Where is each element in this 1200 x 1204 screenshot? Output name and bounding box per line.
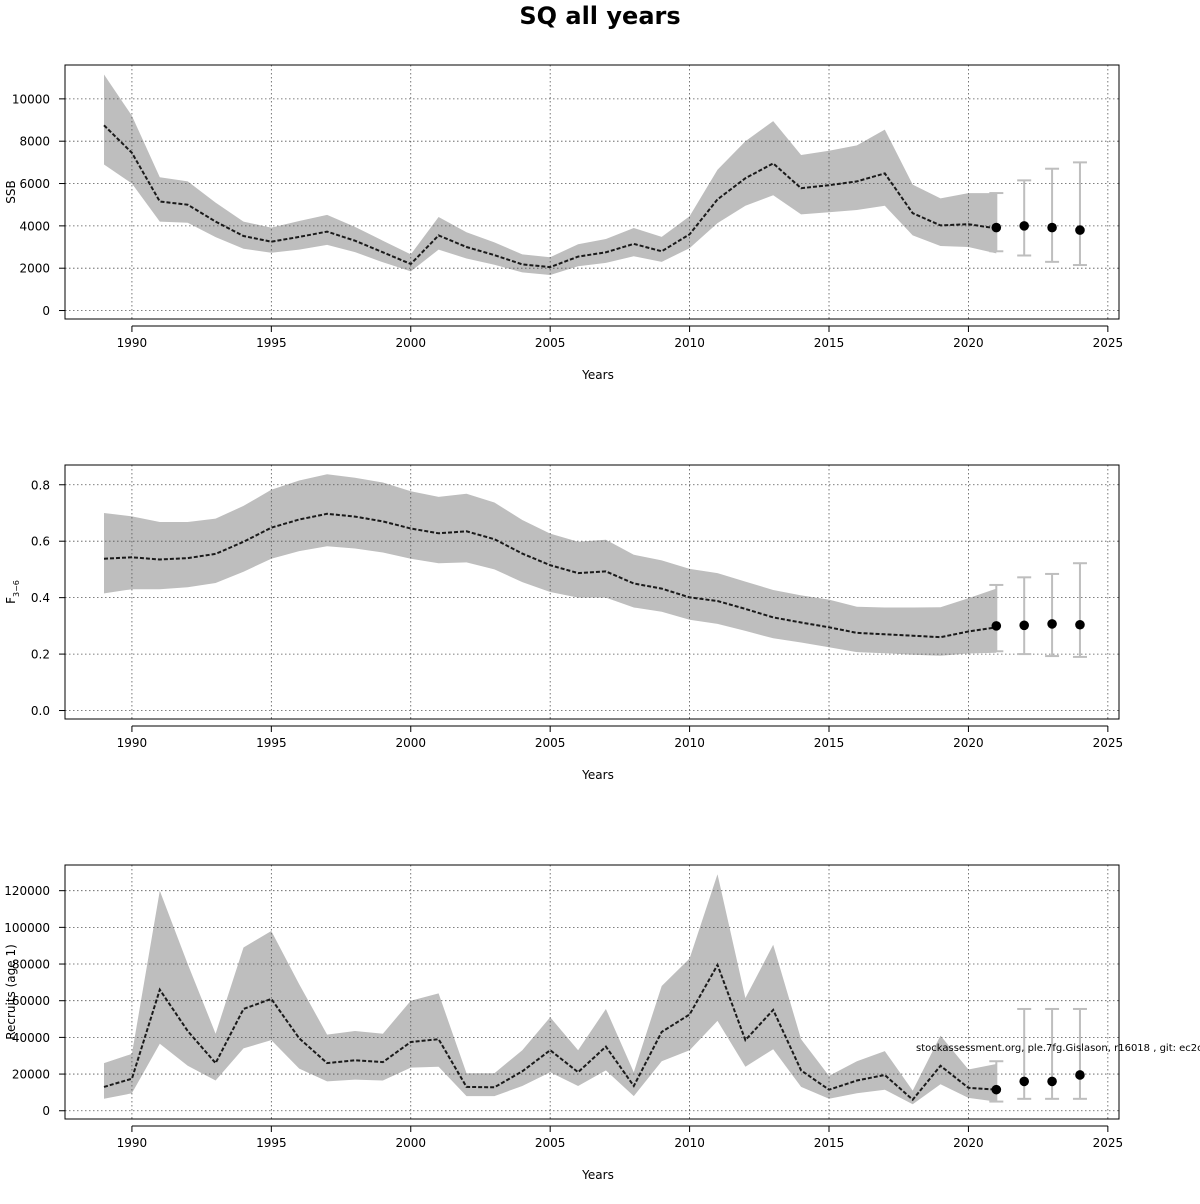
y-tick-label: 0.8: [31, 478, 50, 492]
y-axis-title: F3−6: [4, 580, 21, 604]
forecast-point: [1047, 223, 1057, 233]
x-axis-title: Years: [581, 1168, 614, 1182]
y-tick-label: 0.2: [31, 648, 50, 662]
x-tick-label: 2025: [1093, 336, 1124, 350]
x-tick-label: 1995: [256, 736, 287, 750]
x-tick-label: 2025: [1093, 736, 1124, 750]
y-tick-label: 0.0: [31, 704, 50, 718]
x-tick-label: 1990: [117, 1136, 148, 1150]
y-tick-label: 6000: [19, 177, 50, 191]
y-tick-label: 2000: [19, 262, 50, 276]
x-tick-label: 2000: [395, 736, 426, 750]
y-axis-title: SSB: [4, 180, 18, 203]
x-tick-label: 2015: [814, 736, 845, 750]
x-tick-label: 2010: [674, 736, 705, 750]
x-tick-label: 2020: [953, 736, 984, 750]
plot-frame: [65, 65, 1119, 319]
forecast-point: [1075, 225, 1085, 235]
forecast-point: [1075, 1070, 1085, 1080]
figure-title: SQ all years: [0, 0, 1200, 32]
y-axis-title-main: SSB: [4, 180, 18, 203]
forecast-point: [992, 621, 1002, 631]
x-tick-label: 2015: [814, 1136, 845, 1150]
y-tick-label: 0.4: [31, 591, 50, 605]
y-tick-label: 8000: [19, 135, 50, 149]
forecast-point: [1047, 1077, 1057, 1087]
y-axis-title: Recruits (age 1): [4, 944, 18, 1040]
y-tick-label: 120000: [4, 884, 50, 898]
x-tick-label: 2000: [395, 336, 426, 350]
x-tick-label: 1995: [256, 1136, 287, 1150]
forecast-point: [1019, 621, 1029, 631]
forecast-point: [992, 1085, 1002, 1095]
x-axis-title: Years: [581, 368, 614, 382]
y-tick-label: 0: [42, 304, 50, 318]
y-axis-title-subscript: 3−6: [12, 580, 21, 597]
forecast-point: [1075, 620, 1085, 630]
panel-ssb: 1990 1995 2000 2005 2010 2015 2020 2025 Years 0 20…: [4, 65, 1123, 382]
y-tick-label: 0.6: [31, 535, 50, 549]
x-tick-label: 2005: [535, 1136, 566, 1150]
panel-recruitment: 1990 1995 2000 2005 2010 2015 2020 2025 Years 0 20…: [4, 865, 1123, 1182]
x-tick-label: 2005: [535, 736, 566, 750]
x-tick-label: 2025: [1093, 1136, 1124, 1150]
y-tick-label: 4000: [19, 219, 50, 233]
panel-fishing-mortality: 1990 1995 2000 2005 2010 2015 2020 2025 Years 0.0…: [4, 465, 1123, 782]
y-tick-label: 20000: [12, 1068, 50, 1082]
forecast-point: [992, 223, 1002, 233]
x-tick-label: 2000: [395, 1136, 426, 1150]
x-axis-title: Years: [581, 768, 614, 782]
x-tick-label: 2020: [953, 1136, 984, 1150]
x-tick-label: 2015: [814, 336, 845, 350]
x-tick-label: 1990: [117, 736, 148, 750]
x-tick-label: 1990: [117, 336, 148, 350]
x-tick-label: 2020: [953, 336, 984, 350]
x-tick-label: 1995: [256, 336, 287, 350]
x-tick-label: 2010: [674, 336, 705, 350]
source-note: stockassessment.org, ple.7fg.Gislason, r…: [916, 1043, 1200, 1054]
y-tick-label: 100000: [4, 921, 50, 935]
x-tick-label: 2010: [674, 1136, 705, 1150]
forecast-point: [1019, 1077, 1029, 1087]
y-tick-label: 10000: [12, 92, 50, 106]
forecast-point: [1019, 221, 1029, 231]
y-axis-title-main: Recruits (age 1): [4, 944, 18, 1040]
x-tick-label: 2005: [535, 336, 566, 350]
forecast-point: [1047, 619, 1057, 629]
y-tick-label: 0: [42, 1104, 50, 1118]
confidence-band: [104, 75, 996, 276]
